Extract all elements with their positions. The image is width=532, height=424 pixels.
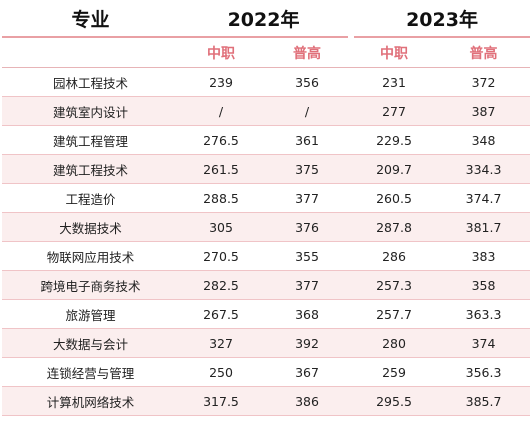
score-2023-highschool-cell: 358 xyxy=(437,270,531,300)
score-2022-vocational-cell: 250 xyxy=(179,357,263,387)
score-2022-vocational-cell: 305 xyxy=(179,212,263,242)
score-2023-vocational-cell: 280 xyxy=(351,328,438,358)
score-2022-highschool-cell: 392 xyxy=(263,328,352,358)
major-name-cell: 大数据技术 xyxy=(2,212,179,242)
table-row: 计算机网络技术 317.5 386 295.5 385.7 xyxy=(2,386,531,416)
score-2023-vocational-cell: 257.7 xyxy=(351,299,438,329)
score-2022-vocational-cell: 239 xyxy=(179,67,263,97)
major-name-cell: 连锁经营与管理 xyxy=(2,357,179,387)
major-name-cell: 大数据与会计 xyxy=(2,328,179,358)
score-2023-highschool-cell: 363.3 xyxy=(437,299,531,329)
score-2022-highschool-cell: / xyxy=(263,96,352,126)
score-2023-vocational-cell: 209.7 xyxy=(351,154,438,184)
score-2022-highschool-cell: 375 xyxy=(263,154,352,184)
score-2022-highschool-cell: 355 xyxy=(263,241,352,271)
score-2023-highschool-cell: 381.7 xyxy=(437,212,531,242)
table-row: 跨境电子商务技术 282.5 377 257.3 358 xyxy=(2,270,531,300)
major-name-cell: 建筑工程管理 xyxy=(2,125,179,155)
category-header-row: 中职 普高 中职 普高 xyxy=(2,37,531,68)
score-2022-highschool-cell: 377 xyxy=(263,183,352,213)
score-2023-highschool-cell: 334.3 xyxy=(437,154,531,184)
year-2023-header: 2023年 xyxy=(348,0,531,38)
score-2022-vocational-cell: 267.5 xyxy=(179,299,263,329)
major-name-cell: 建筑工程技术 xyxy=(2,154,179,184)
major-name-cell: 建筑室内设计 xyxy=(2,96,179,126)
score-2023-highschool-cell: 383 xyxy=(437,241,531,271)
score-2023-vocational-cell: 257.3 xyxy=(351,270,438,300)
major-name-cell: 园林工程技术 xyxy=(2,67,179,97)
year-header-row: 专业 2022年 2023年 xyxy=(2,0,531,38)
score-2022-highschool-cell: 356 xyxy=(263,67,352,97)
score-2022-vocational-cell: 327 xyxy=(179,328,263,358)
table-row: 旅游管理 267.5 368 257.7 363.3 xyxy=(2,299,531,329)
score-2022-highschool-cell: 367 xyxy=(263,357,352,387)
major-name-cell: 物联网应用技术 xyxy=(2,241,179,271)
table-row: 园林工程技术 239 356 231 372 xyxy=(2,67,531,97)
major-name-cell: 跨境电子商务技术 xyxy=(2,270,179,300)
score-2022-highschool-cell: 368 xyxy=(263,299,352,329)
subheader-2022-vocational: 中职 xyxy=(179,37,263,68)
score-table-body: 园林工程技术 239 356 231 372 建筑室内设计 //277 387 建筑工程管理 27… xyxy=(2,67,531,416)
subheader-2023-highschool: 普高 xyxy=(437,37,531,68)
table-row: 物联网应用技术 270.5 355 286 383 xyxy=(2,241,531,271)
admission-score-table: 专业 2022年 2023年 中职 普高 中职 普高 园林工程技术 239 356 2… xyxy=(2,0,531,416)
table-row: 建筑工程技术 261.5 375 209.7 334.3 xyxy=(2,154,531,184)
score-2022-vocational-cell: 288.5 xyxy=(179,183,263,213)
score-2022-highschool-cell: 386 xyxy=(263,386,352,416)
score-2022-vocational-cell: 317.5 xyxy=(179,386,263,416)
score-2023-vocational-cell: 287.8 xyxy=(351,212,438,242)
score-2023-highschool-cell: 372 xyxy=(437,67,531,97)
score-2023-highschool-cell: 387 xyxy=(437,96,531,126)
table-row: 大数据与会计 327 392 280 374 xyxy=(2,328,531,358)
score-2022-vocational-cell: / xyxy=(179,96,263,126)
score-2023-vocational-cell: 229.5 xyxy=(351,125,438,155)
table-row: 建筑工程管理 276.5 361 229.5 348 xyxy=(2,125,531,155)
score-2023-highschool-cell: 374 xyxy=(437,328,531,358)
score-2023-vocational-cell: 295.5 xyxy=(351,386,438,416)
subheader-2023-vocational: 中职 xyxy=(351,37,438,68)
major-name-cell: 工程造价 xyxy=(2,183,179,213)
table-row: 大数据技术 305 376 287.8 381.7 xyxy=(2,212,531,242)
major-name-cell: 计算机网络技术 xyxy=(2,386,179,416)
score-2023-highschool-cell: 385.7 xyxy=(437,386,531,416)
score-2022-vocational-cell: 261.5 xyxy=(179,154,263,184)
score-2022-vocational-cell: 282.5 xyxy=(179,270,263,300)
table-row: 连锁经营与管理 250 367 259 356.3 xyxy=(2,357,531,387)
major-subheader-blank xyxy=(2,37,179,68)
score-2023-highschool-cell: 374.7 xyxy=(437,183,531,213)
year-2022-header: 2022年 xyxy=(179,0,352,38)
score-2023-vocational-cell: 260.5 xyxy=(351,183,438,213)
subheader-2022-highschool: 普高 xyxy=(263,37,352,68)
score-2023-vocational-cell: 277 xyxy=(351,96,438,126)
score-2023-vocational-cell: 259 xyxy=(351,357,438,387)
major-header: 专业 xyxy=(2,0,179,38)
score-2023-vocational-cell: 286 xyxy=(351,241,438,271)
score-2023-vocational-cell: 231 xyxy=(351,67,438,97)
score-2022-vocational-cell: 276.5 xyxy=(179,125,263,155)
score-2022-highschool-cell: 361 xyxy=(263,125,352,155)
score-2022-highschool-cell: 377 xyxy=(263,270,352,300)
score-2022-vocational-cell: 270.5 xyxy=(179,241,263,271)
table-row: 工程造价 288.5 377 260.5 374.7 xyxy=(2,183,531,213)
score-2022-highschool-cell: 376 xyxy=(263,212,352,242)
score-2023-highschool-cell: 348 xyxy=(437,125,531,155)
score-2023-highschool-cell: 356.3 xyxy=(437,357,531,387)
table-row: 建筑室内设计 //277 387 xyxy=(2,96,531,126)
major-name-cell: 旅游管理 xyxy=(2,299,179,329)
